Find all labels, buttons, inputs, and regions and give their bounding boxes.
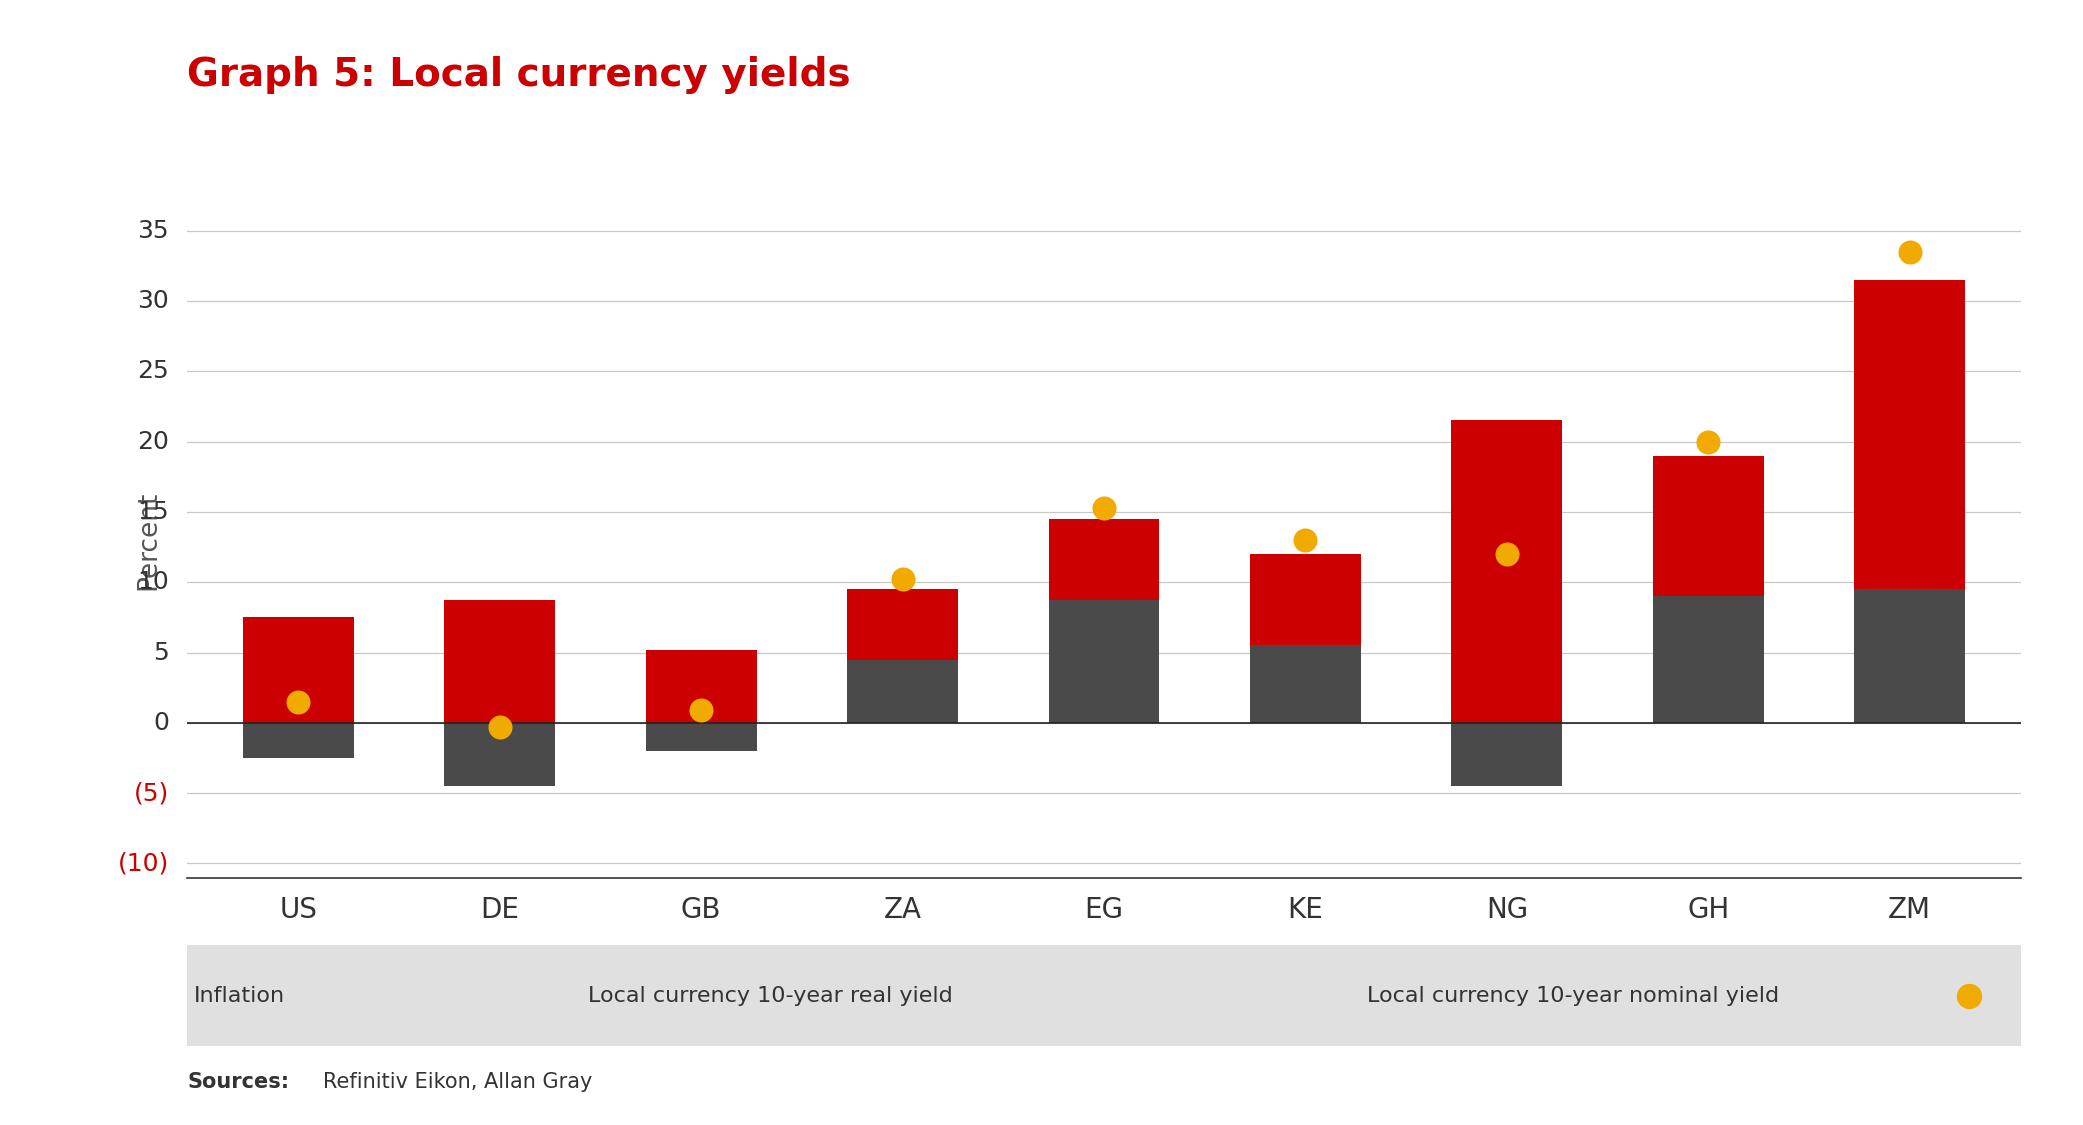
Bar [1250,646,1360,722]
Bar [1048,519,1160,601]
Text: Graph 5: Local currency yields: Graph 5: Local currency yields [187,56,852,94]
Text: Sources:: Sources: [187,1072,290,1092]
Bar [244,618,354,722]
Text: 20: 20 [137,430,169,453]
Text: 15: 15 [137,500,169,524]
Point [685,701,719,719]
Bar [1654,596,1764,722]
Text: 25: 25 [137,359,169,384]
Y-axis label: Percent: Percent [135,490,160,590]
Point [483,718,517,736]
Text: 5: 5 [154,640,169,665]
Bar [1452,722,1562,786]
Point [1289,531,1323,549]
Text: (10): (10) [119,852,169,875]
Bar [1048,601,1160,722]
Bar [646,722,756,752]
Bar [444,601,554,722]
Bar [1854,280,1964,590]
Text: Local currency 10-year real yield: Local currency 10-year real yield [587,986,954,1006]
Text: 30: 30 [137,289,169,313]
Point [281,693,315,711]
Point [885,570,919,588]
Text: Refinitiv Eikon, Allan Gray: Refinitiv Eikon, Allan Gray [323,1072,592,1092]
Bar [848,659,958,722]
Bar [244,722,354,758]
Bar [848,590,958,659]
Point [1489,544,1523,562]
Text: 35: 35 [137,218,169,243]
Bar [1654,456,1764,596]
Bar [1452,421,1562,722]
Text: (5): (5) [133,781,169,806]
Point [1893,243,1927,261]
Text: Inflation: Inflation [194,986,285,1006]
Point [1691,432,1725,450]
Bar [646,649,756,722]
Point [1087,498,1121,516]
Bar [444,722,554,786]
Bar [1250,554,1360,646]
Text: ●: ● [1954,979,1983,1012]
Text: 0: 0 [154,711,169,735]
Text: Local currency 10-year nominal yield: Local currency 10-year nominal yield [1366,986,1779,1006]
Bar [1854,590,1964,722]
Text: 10: 10 [137,570,169,594]
